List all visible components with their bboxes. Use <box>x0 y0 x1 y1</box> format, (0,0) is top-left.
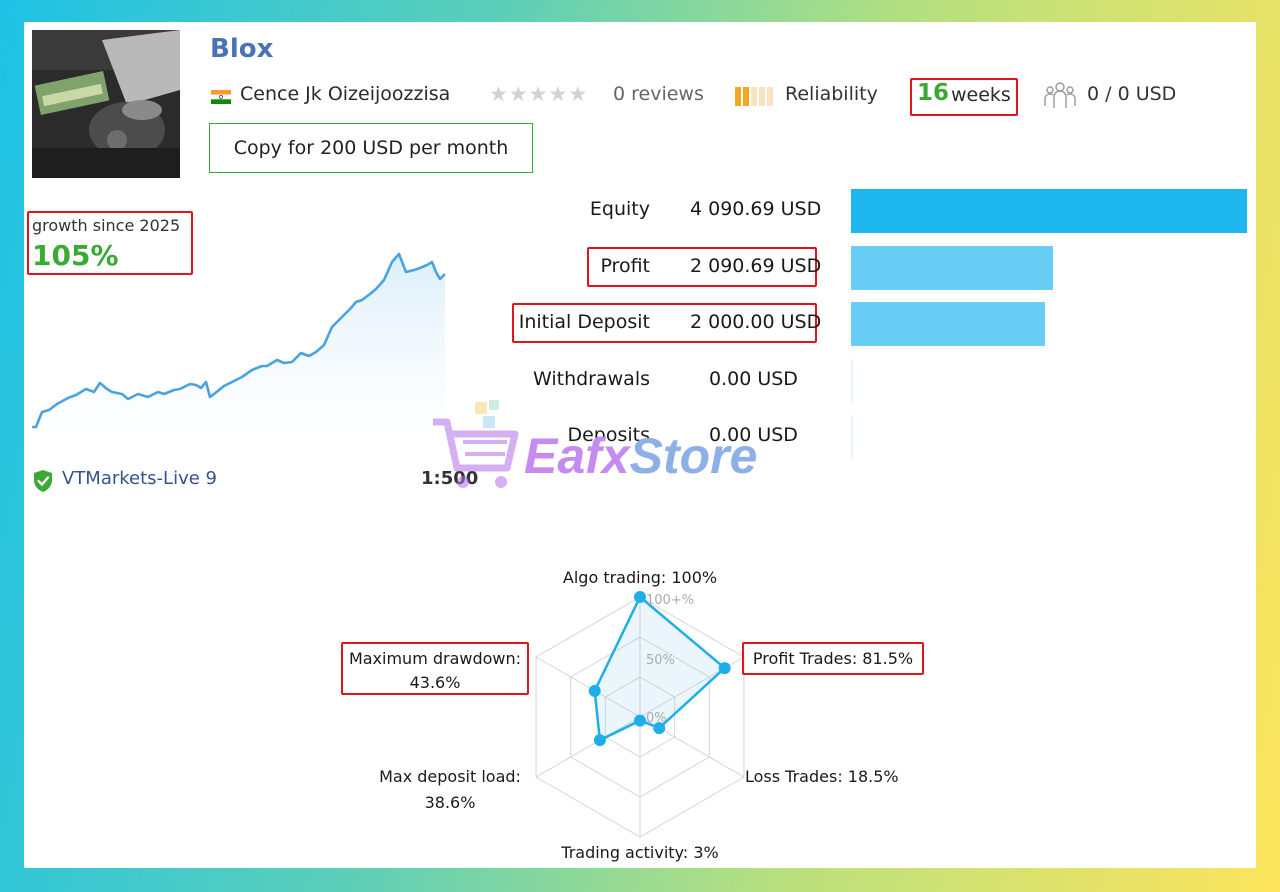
star-icon: ★ <box>568 82 589 106</box>
author-name[interactable]: Cence Jk Oizeijoozzisa <box>240 83 451 105</box>
equity-bar <box>851 189 1247 233</box>
copy-signal-button[interactable]: Copy for 200 USD per month <box>209 123 533 173</box>
radar-polygon <box>593 595 727 743</box>
radar-scale-0: 0% <box>646 711 667 726</box>
weeks-highlight-box <box>910 78 1018 116</box>
radar-spoke <box>639 716 745 778</box>
signal-panel: Blox Cence Jk Oizeijoozzisa ★★★★★ 0 revi… <box>24 22 1256 868</box>
profit-bar <box>851 246 1053 290</box>
growth-highlight-box <box>27 211 193 275</box>
subscribers-value: 0 / 0 USD <box>1087 83 1177 105</box>
growth-label: growth since 2025 <box>32 216 181 235</box>
radar-point <box>634 591 646 603</box>
radar-polygon-group <box>588 591 731 747</box>
radar-spoke <box>639 656 745 718</box>
growth-chart[interactable] <box>24 232 464 452</box>
star-icon: ★ <box>528 82 549 106</box>
initial-deposit-value: 2 000.00 USD <box>690 311 822 333</box>
radar-point <box>718 662 731 675</box>
watermark-text: EafxStore <box>524 427 757 485</box>
author-avatar[interactable] <box>32 30 180 178</box>
radar-spoke <box>535 656 641 718</box>
rating-stars: ★★★★★ <box>489 82 588 106</box>
watermark-part2: Store <box>629 428 758 484</box>
watermark-part1: Eafx <box>524 428 630 484</box>
initial-deposit-bar <box>851 302 1045 346</box>
weeks-unit: weeks <box>951 84 1011 106</box>
profit-value: 2 090.69 USD <box>690 255 822 277</box>
max-deposit-load-label: Max deposit load: <box>379 767 521 786</box>
radar-ring <box>535 596 745 838</box>
radar-point <box>634 714 646 727</box>
reliability-bars-icon <box>735 87 775 110</box>
star-icon: ★ <box>548 82 569 106</box>
deposits-value: 0.00 USD <box>709 424 798 446</box>
shopping-cart-icon <box>429 400 529 504</box>
signal-title[interactable]: Blox <box>210 34 274 64</box>
radar-point <box>588 684 601 697</box>
equity-label: Equity <box>589 198 650 220</box>
radar-scale-100: 100+% <box>646 593 694 608</box>
broker-server[interactable]: VTMarkets-Live 9 <box>62 468 217 489</box>
profit-trades-highlight-box <box>742 642 924 675</box>
radar-grid <box>535 596 745 838</box>
withdrawals-bar <box>851 359 853 403</box>
withdrawals-label: Withdrawals <box>532 368 650 390</box>
growth-area <box>32 254 445 427</box>
drawdown-highlight-box <box>341 642 529 695</box>
deposits-bar <box>851 415 853 459</box>
profit-trades-label: Profit Trades: 81.5% <box>752 649 914 668</box>
growth-line <box>32 252 446 429</box>
deposits-label: Deposits <box>567 424 650 446</box>
verified-shield-icon <box>32 469 54 497</box>
max-deposit-load-value: 38.6% <box>424 793 476 812</box>
trading-activity-label: Trading activity: 3% <box>561 843 719 862</box>
profit-label: Profit <box>600 255 650 277</box>
radar-ring <box>570 636 710 798</box>
growth-value: 105% <box>32 239 119 272</box>
subscribers-icon <box>1044 80 1076 114</box>
maximum-drawdown-value: 43.6% <box>409 673 461 692</box>
profit-highlight-box <box>587 247 817 287</box>
maximum-drawdown-label: Maximum drawdown: <box>348 649 522 668</box>
initial-deposit-highlight-box <box>512 303 817 343</box>
reliability-label: Reliability <box>785 83 878 105</box>
initial-deposit-label: Initial Deposit <box>518 311 650 333</box>
reviews-count[interactable]: 0 reviews <box>613 83 704 105</box>
equity-value: 4 090.69 USD <box>690 198 822 220</box>
loss-trades-label: Loss Trades: 18.5% <box>745 767 899 786</box>
weeks-number: 16 <box>917 80 950 106</box>
india-flag-icon <box>211 89 231 104</box>
radar-point <box>653 722 666 735</box>
withdrawals-value: 0.00 USD <box>709 368 798 390</box>
star-icon: ★ <box>508 82 529 106</box>
radar-scale-50: 50% <box>646 653 675 668</box>
radar-ring <box>604 676 676 758</box>
radar-point <box>593 734 606 747</box>
star-icon: ★ <box>489 82 509 106</box>
algo-trading-label: Algo trading: 100% <box>562 568 718 587</box>
radar-spoke <box>535 716 641 778</box>
